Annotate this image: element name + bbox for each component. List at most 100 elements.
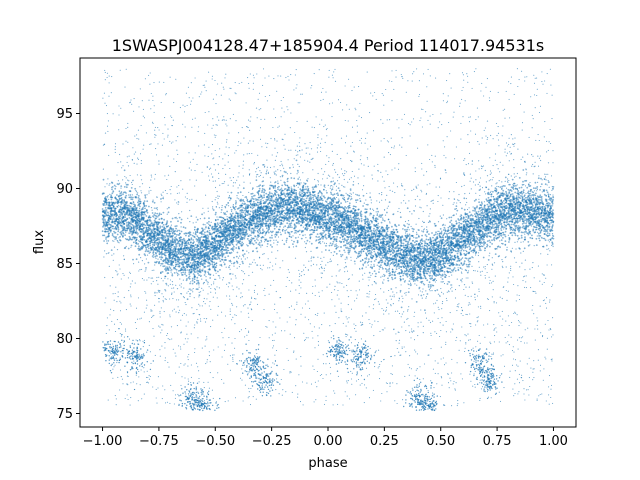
data-point — [409, 284, 412, 287]
data-point — [212, 254, 215, 257]
data-point — [194, 226, 196, 229]
data-point — [293, 184, 295, 187]
data-point — [124, 216, 127, 219]
data-point — [265, 200, 268, 203]
data-point — [545, 189, 548, 192]
data-point — [461, 248, 463, 250]
data-point — [527, 229, 530, 231]
data-point — [424, 309, 426, 312]
data-point — [105, 236, 108, 239]
data-point — [384, 260, 387, 262]
data-point — [341, 238, 344, 241]
data-point — [105, 209, 108, 211]
data-point — [144, 207, 146, 210]
data-point — [221, 258, 223, 261]
data-point — [305, 197, 308, 200]
data-point — [330, 244, 333, 247]
data-point — [462, 249, 465, 252]
data-point — [389, 233, 391, 236]
data-point — [346, 193, 349, 196]
data-point — [340, 211, 343, 214]
data-point — [374, 229, 377, 232]
data-point — [365, 239, 368, 242]
data-point — [242, 249, 244, 252]
data-point — [407, 226, 409, 229]
data-point — [414, 279, 416, 282]
data-point — [508, 237, 511, 239]
data-point — [483, 244, 485, 246]
data-point — [234, 202, 237, 205]
data-point — [322, 219, 325, 222]
data-point — [398, 265, 401, 268]
data-point — [172, 255, 175, 258]
data-point — [237, 192, 240, 194]
data-point — [540, 229, 543, 232]
data-point — [119, 217, 121, 220]
data-point — [377, 251, 379, 254]
data-point — [338, 240, 341, 243]
data-point — [358, 194, 360, 197]
data-point — [355, 212, 358, 215]
data-point — [333, 196, 336, 199]
data-point — [161, 271, 164, 273]
data-point — [196, 276, 199, 279]
data-point — [508, 241, 510, 243]
data-point — [171, 217, 174, 220]
data-point — [128, 235, 131, 238]
data-point — [186, 298, 189, 301]
data-point — [371, 231, 373, 234]
data-point — [286, 237, 288, 240]
data-point — [236, 262, 239, 264]
data-point — [438, 273, 441, 275]
data-point — [311, 233, 313, 236]
data-point — [183, 232, 186, 235]
data-point — [344, 201, 347, 203]
data-point — [412, 230, 414, 233]
data-point — [392, 228, 395, 231]
data-point — [466, 265, 469, 268]
data-point — [469, 237, 472, 239]
data-point — [456, 252, 459, 255]
data-point — [348, 243, 351, 246]
data-point — [109, 226, 112, 229]
data-point — [144, 213, 146, 216]
data-point — [231, 212, 234, 215]
data-point — [130, 198, 133, 201]
data-point — [389, 263, 392, 266]
data-point — [399, 216, 402, 219]
data-point — [398, 240, 400, 242]
data-point — [191, 262, 194, 264]
data-point — [230, 208, 233, 211]
data-point — [429, 272, 431, 274]
data-point — [224, 212, 226, 215]
data-point — [260, 199, 262, 201]
data-point — [241, 211, 243, 214]
data-point — [502, 200, 505, 202]
data-point — [339, 210, 341, 213]
data-point — [154, 212, 157, 215]
data-point — [535, 237, 538, 240]
data-point — [326, 191, 328, 194]
data-point — [146, 200, 149, 203]
data-point — [491, 223, 494, 226]
data-point — [546, 191, 549, 194]
data-point — [463, 260, 466, 263]
data-point — [306, 191, 308, 194]
data-point — [344, 230, 347, 233]
data-point — [364, 257, 366, 260]
data-point — [386, 230, 389, 233]
data-point — [539, 199, 541, 201]
data-point — [516, 204, 519, 207]
data-point — [463, 217, 465, 219]
data-point — [269, 220, 272, 223]
data-point — [269, 239, 272, 242]
data-point — [159, 225, 162, 228]
data-point — [114, 187, 117, 190]
data-point — [412, 228, 415, 231]
data-point — [468, 265, 470, 268]
data-point — [254, 239, 256, 242]
data-point — [513, 201, 515, 204]
data-point — [426, 260, 429, 263]
data-point — [492, 190, 494, 193]
data-point — [540, 198, 543, 200]
